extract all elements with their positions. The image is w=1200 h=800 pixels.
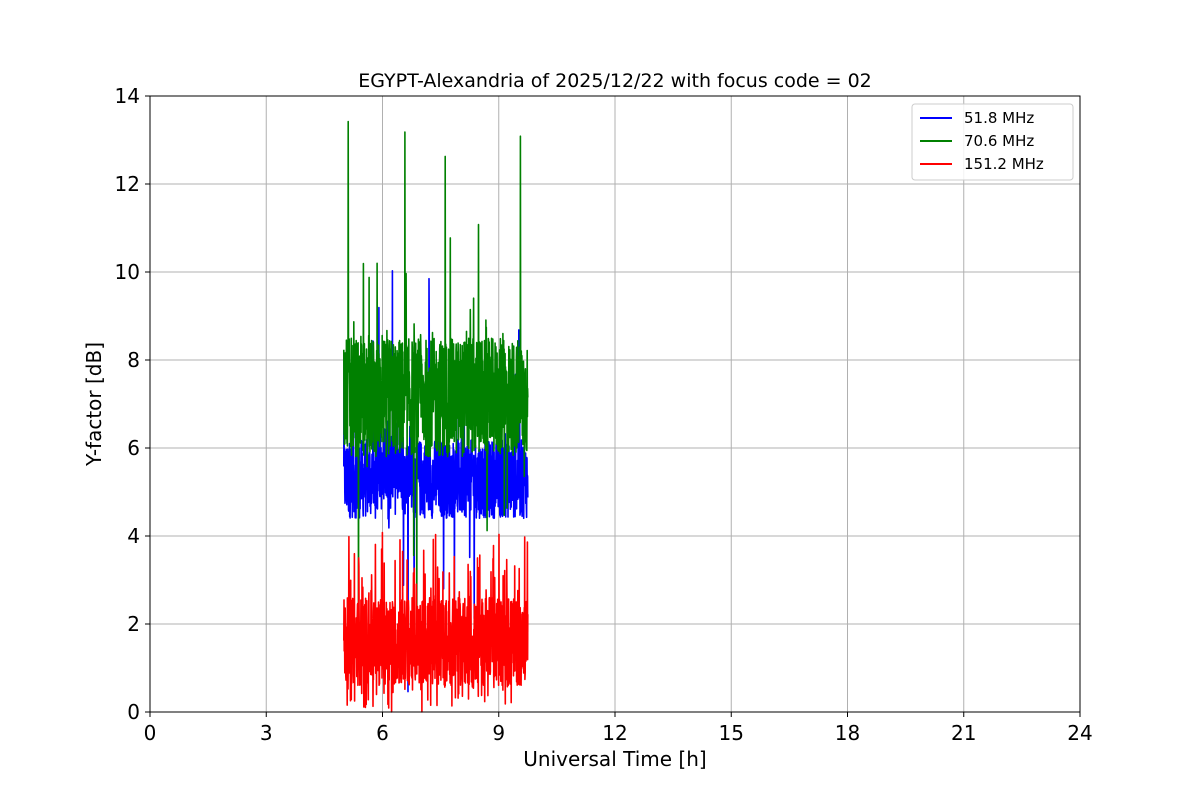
- y-tick-label: 2: [127, 612, 140, 636]
- chart-title: EGYPT-Alexandria of 2025/12/22 with focu…: [358, 70, 872, 92]
- x-tick-label: 21: [951, 721, 976, 745]
- x-tick-label: 9: [492, 721, 505, 745]
- y-tick-label: 0: [127, 700, 140, 724]
- legend-label: 151.2 MHz: [964, 155, 1044, 173]
- x-axis-label: Universal Time [h]: [523, 747, 706, 771]
- legend-label: 70.6 MHz: [964, 132, 1034, 150]
- series-group: [343, 120, 529, 713]
- series-line-51-8-mhz: [343, 270, 529, 693]
- y-tick-label: 14: [115, 84, 140, 108]
- x-tick-label: 12: [602, 721, 627, 745]
- x-tick-label: 24: [1067, 721, 1092, 745]
- x-tick-label: 18: [835, 721, 860, 745]
- y-axis-label: Y-factor [dB]: [82, 342, 106, 467]
- y-tick-label: 6: [127, 436, 140, 460]
- series-line-70-6-mhz: [343, 120, 529, 655]
- x-tick-label: 15: [719, 721, 744, 745]
- y-tick-label: 12: [115, 172, 140, 196]
- x-tick-label: 0: [144, 721, 157, 745]
- x-tick-label: 3: [260, 721, 273, 745]
- y-tick-label: 4: [127, 524, 140, 548]
- legend-box: [911, 103, 1074, 181]
- y-tick-label: 8: [127, 348, 140, 372]
- x-tick-label: 6: [376, 721, 389, 745]
- series-line-151-2-mhz: [343, 531, 529, 713]
- legend: 51.8 MHz 70.6 MHz 151.2 MHz: [911, 103, 1074, 181]
- legend-label: 51.8 MHz: [964, 109, 1034, 127]
- y-tick-label: 10: [115, 260, 140, 284]
